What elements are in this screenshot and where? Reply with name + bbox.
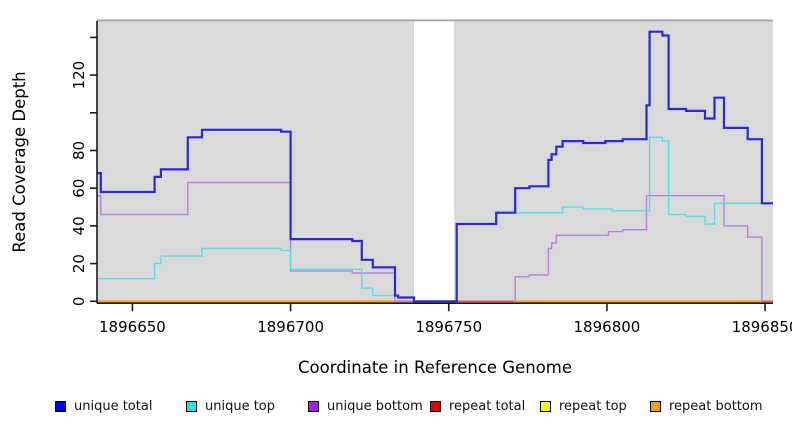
legend-swatch-repeat-top-icon (540, 400, 551, 412)
plot-panel (97, 19, 773, 304)
x-tick-label: 1896750 (415, 318, 482, 336)
y-tick-label: 0 (70, 297, 88, 307)
panel-bg-right (454, 21, 773, 304)
y-tick-label: 80 (70, 141, 88, 160)
legend-label: repeat top (559, 398, 627, 414)
chart-legend: unique total unique top unique bottom repea… (0, 396, 792, 420)
x-tick-label: 1896700 (257, 318, 324, 336)
legend-item-repeat-top: repeat top (540, 396, 627, 416)
legend-item-repeat-total: repeat total (430, 396, 525, 416)
legend-label: unique total (74, 398, 153, 414)
legend-label: unique top (205, 398, 276, 414)
series-line-unique-total (97, 30, 773, 303)
legend-swatch-unique-bottom-icon (308, 400, 319, 412)
axes: 0 20 40 60 80 120 1896650 1896700 1896750 1896800… (70, 21, 792, 336)
legend-label: unique bottom (327, 398, 423, 414)
legend-item-repeat-bottom: repeat bottom (650, 396, 763, 416)
legend-label: repeat total (449, 398, 526, 414)
legend-swatch-unique-top-icon (186, 400, 197, 412)
y-tick-label: 60 (70, 179, 88, 198)
y-axis-title: Read Coverage Depth (10, 71, 29, 252)
legend-swatch-repeat-total-icon (430, 400, 441, 412)
x-tick-label: 1896850 (732, 318, 792, 336)
legend-item-unique-top: unique top (186, 396, 275, 416)
legend-swatch-repeat-bottom-icon (650, 400, 661, 412)
series-lines (97, 30, 773, 303)
legend-swatch-unique-total-icon (55, 400, 66, 412)
y-tick-label: 20 (70, 254, 88, 273)
legend-item-unique-bottom: unique bottom (308, 396, 423, 416)
series-line-unique-bottom (513, 195, 763, 302)
y-tick-label: 120 (70, 61, 88, 90)
y-tick-label: 40 (70, 216, 88, 235)
legend-label: repeat bottom (669, 398, 763, 414)
x-tick-label: 1896650 (99, 318, 166, 336)
legend-item-unique-total: unique total (55, 396, 152, 416)
coverage-plot: 0 20 40 60 80 120 1896650 1896700 1896750 1896800… (10, 19, 792, 377)
x-axis-title: Coordinate in Reference Genome (298, 358, 572, 377)
x-tick-label: 1896800 (574, 318, 641, 336)
